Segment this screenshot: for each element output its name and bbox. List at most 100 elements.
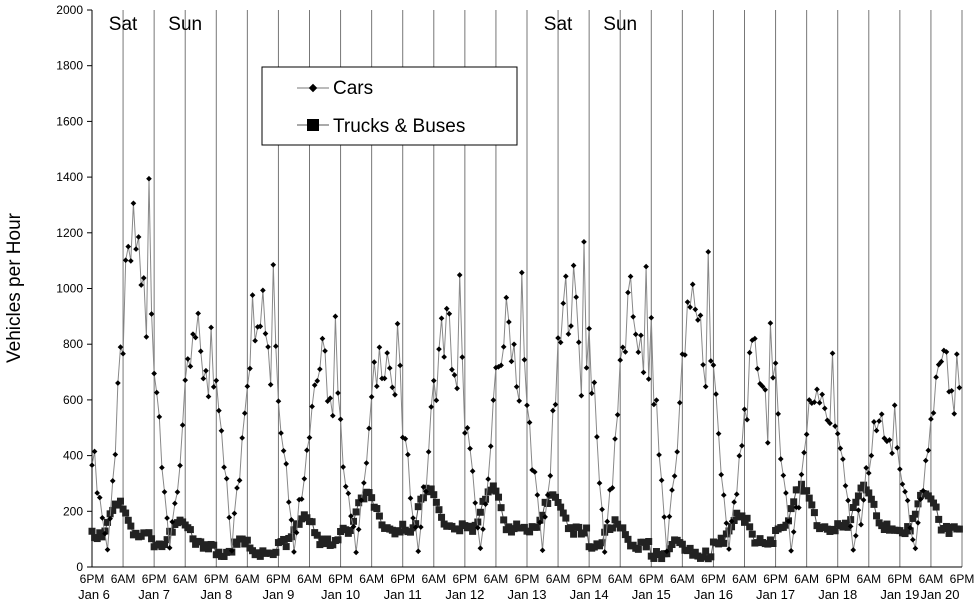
trucks-point	[489, 482, 497, 490]
cars-point	[671, 473, 678, 479]
cars-point	[770, 374, 776, 381]
cars-point	[265, 344, 271, 350]
trucks-point	[233, 540, 241, 548]
cars-point	[226, 514, 233, 521]
x-date-label: Jan 19	[880, 587, 919, 602]
cars-point	[708, 358, 714, 364]
cars-point	[821, 405, 828, 412]
x-date-label: Jan 6	[78, 587, 110, 602]
trucks-point	[373, 505, 381, 513]
cars-point	[816, 400, 823, 406]
cars-point	[700, 361, 706, 368]
trucks-point	[313, 531, 321, 539]
x-time-label: 6PM	[204, 572, 229, 586]
day-annotation: Sun	[603, 14, 637, 35]
trucks-point	[955, 525, 963, 533]
cars-point	[555, 335, 561, 341]
trucks-point	[748, 530, 756, 538]
y-tick-label: 600	[63, 393, 83, 407]
cars-point	[550, 407, 556, 414]
cars-point	[609, 485, 616, 491]
x-time-label: 6AM	[732, 572, 757, 586]
cars-point	[469, 468, 476, 474]
trucks-point	[243, 536, 251, 544]
cars-point	[524, 402, 530, 409]
trucks-point	[810, 509, 818, 517]
cars-point	[669, 487, 675, 493]
cars-point	[956, 384, 963, 391]
cars-point	[472, 500, 479, 506]
cars-point	[695, 317, 701, 323]
cars-point	[723, 520, 730, 527]
cars-point	[252, 337, 258, 344]
trucks-point	[904, 523, 912, 531]
cars-point	[648, 314, 655, 321]
trucks-point	[803, 487, 811, 495]
cars-point	[612, 436, 618, 442]
trucks-point	[324, 535, 332, 543]
cars-point	[477, 545, 484, 552]
cars-point	[764, 439, 771, 446]
y-tick-label: 800	[63, 337, 83, 351]
day-annotation: Sat	[544, 14, 573, 35]
x-time-label: 6PM	[515, 572, 540, 586]
trucks-point	[287, 533, 295, 541]
trucks-point	[562, 514, 570, 522]
cars-point	[917, 496, 924, 503]
cars-point	[405, 451, 411, 458]
x-date-label: Jan 11	[384, 587, 422, 602]
x-time-label: 6PM	[577, 572, 602, 586]
trucks-point	[352, 508, 360, 516]
trucks-point	[797, 480, 805, 488]
cars-point	[790, 529, 797, 535]
trucks-point	[554, 498, 562, 506]
cars-point	[531, 469, 538, 475]
x-date-label: Jan 17	[756, 587, 795, 602]
cars-point	[736, 453, 743, 459]
trucks-point	[557, 503, 565, 511]
cars-point	[280, 447, 287, 454]
trucks-point	[205, 545, 213, 553]
x-date-label: Jan 15	[632, 587, 671, 602]
x-time-label: 6PM	[763, 572, 788, 586]
cars-point	[273, 343, 279, 350]
cars-point	[506, 319, 512, 325]
series-trucks-buses	[88, 480, 963, 563]
trucks-point	[375, 512, 383, 520]
x-date-label: Jan 8	[200, 587, 232, 602]
cars-point	[120, 350, 126, 357]
trucks-point	[220, 552, 228, 560]
trucks-point	[318, 535, 326, 543]
trucks-point	[932, 503, 940, 511]
cars-point	[384, 350, 391, 356]
cars-point	[342, 483, 349, 490]
trucks-point	[733, 509, 741, 517]
cars-point	[348, 513, 354, 519]
cars-point	[210, 384, 217, 390]
cars-point	[156, 413, 163, 420]
cars-point	[309, 403, 315, 410]
trucks-point	[570, 530, 578, 538]
x-time-label: 6PM	[142, 572, 167, 586]
trucks-point	[350, 517, 358, 525]
cars-point	[487, 443, 494, 450]
x-date-label: Jan 13	[507, 587, 546, 602]
trucks-point	[707, 553, 715, 561]
cars-point	[179, 422, 186, 428]
cars-point	[319, 335, 326, 342]
cars-point	[557, 339, 564, 346]
legend-cars-marker	[308, 83, 318, 93]
trucks-point	[753, 539, 761, 547]
cars-point	[578, 392, 585, 399]
x-time-label: 6PM	[950, 572, 975, 586]
cars-point	[728, 518, 735, 525]
cars-point	[368, 394, 375, 400]
cars-point	[190, 331, 196, 338]
cars-point	[897, 466, 903, 472]
x-time-label: 6AM	[235, 572, 260, 586]
trucks-point	[96, 529, 104, 537]
trucks-point	[432, 498, 440, 506]
trucks-point	[839, 523, 847, 531]
trucks-point	[691, 548, 699, 556]
cars-point	[441, 354, 447, 360]
